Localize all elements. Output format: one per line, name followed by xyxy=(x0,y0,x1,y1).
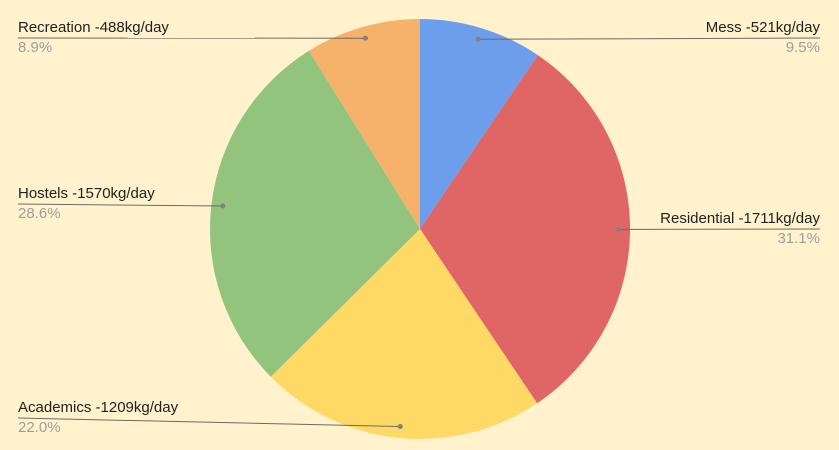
pie-slice-academics[interactable] xyxy=(270,229,538,439)
slice-label-hostels: Hostels -1570kg/day xyxy=(18,185,155,202)
slice-label-recreation: Recreation -488kg/day xyxy=(18,19,169,36)
pie-slice-mess[interactable] xyxy=(420,18,538,229)
slice-label-academics: Academics -1209kg/day xyxy=(18,399,179,416)
leader-line-hostels xyxy=(17,203,223,207)
pie-slice-recreation[interactable] xyxy=(308,19,420,229)
pie-slice-hostels[interactable] xyxy=(209,50,420,377)
callout-hostels: Hostels -1570kg/day 28.6% xyxy=(18,186,155,222)
leader-dot-recreation xyxy=(362,35,368,41)
callout-mess: Mess -521kg/day 9.5% xyxy=(706,20,820,56)
slice-percent-recreation: 8.9% xyxy=(18,39,53,56)
slice-label-mess: Mess -521kg/day xyxy=(705,19,820,36)
leader-line-mess xyxy=(478,37,821,40)
slice-percent-hostels: 28.6% xyxy=(18,205,61,222)
slice-percent-residential: 31.1% xyxy=(777,230,820,247)
leader-line-academics xyxy=(17,417,401,427)
slice-label-residential: Residential -1711kg/day xyxy=(660,210,820,227)
leader-dot-hostels xyxy=(220,203,226,209)
slice-percent-mess: 9.5% xyxy=(785,39,820,56)
leader-dot-residential xyxy=(615,226,621,232)
callout-academics: Academics -1209kg/day 22.0% xyxy=(18,400,178,436)
slice-percent-academics: 22.0% xyxy=(18,419,61,436)
callout-recreation: Recreation -488kg/day 8.9% xyxy=(18,20,169,56)
leader-dot-mess xyxy=(475,36,481,42)
leader-dot-academics xyxy=(397,424,403,429)
pie-slice-residential[interactable] xyxy=(420,55,631,404)
callout-residential: Residential -1711kg/day 31.1% xyxy=(660,211,820,247)
